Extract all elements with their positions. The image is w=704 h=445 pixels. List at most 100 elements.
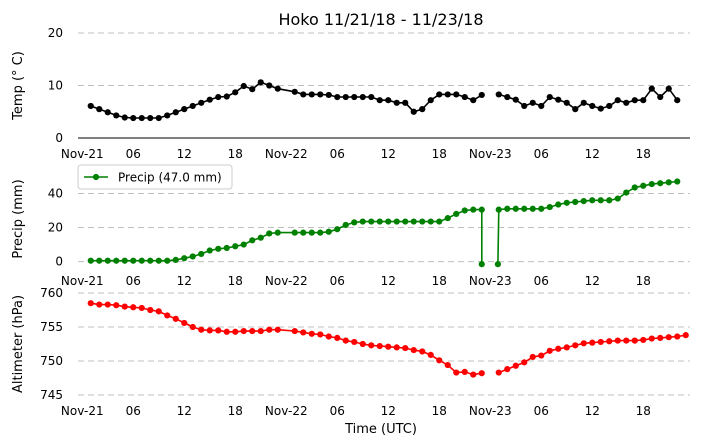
temperature-data-point <box>478 91 485 99</box>
precipitation-x-tick-label: 12 <box>177 274 192 288</box>
temperature-data-point <box>580 99 587 106</box>
precipitation-data-point <box>410 218 417 225</box>
precipitation-data-point <box>623 189 630 196</box>
altimeter-data-point <box>266 326 273 333</box>
temperature-data-point <box>623 99 630 106</box>
altimeter-data-point <box>410 347 417 354</box>
precipitation-data-point <box>155 257 162 264</box>
temperature-data-point <box>470 97 477 104</box>
temperature-data-point <box>147 114 154 122</box>
precipitation-data-point <box>104 257 111 264</box>
precipitation-data-point <box>198 250 205 258</box>
altimeter-data-point <box>521 359 528 366</box>
temperature-y-tick-label: 20 <box>48 26 63 40</box>
precipitation-data-point <box>640 182 647 189</box>
temperature-data-point <box>436 91 443 98</box>
temperature-data-point <box>257 79 264 86</box>
temperature-data-point <box>189 102 196 110</box>
altimeter-data-point <box>385 343 392 350</box>
temperature-data-point <box>495 91 502 98</box>
altimeter-data-point <box>580 340 587 347</box>
precipitation-data-point <box>494 261 501 268</box>
temperature-data-point <box>342 93 349 101</box>
temperature-data-point <box>130 114 137 122</box>
temperature-data-point <box>334 93 341 101</box>
temperature-data-point <box>572 106 579 113</box>
precipitation-data-point <box>436 218 443 225</box>
temperature-x-tick-label: 06 <box>126 147 141 161</box>
temperature-data-point <box>419 106 426 113</box>
altimeter-data-point <box>334 334 341 341</box>
temperature-data-point <box>597 105 604 112</box>
altimeter-data-point <box>555 345 562 352</box>
chart-title: Hoko 11/21/18 - 11/23/18 <box>278 10 483 29</box>
temperature-data-point <box>317 91 324 98</box>
altimeter-x-tick-label: Nov-23 <box>469 404 512 418</box>
temperature-data-point <box>300 91 307 98</box>
altimeter-data-point <box>436 357 443 364</box>
altimeter-data-point <box>181 319 188 327</box>
temperature-data-point <box>614 97 621 104</box>
altimeter-data-point <box>402 344 409 352</box>
precipitation-data-point <box>521 205 528 212</box>
precipitation-data-point <box>402 218 409 225</box>
altimeter-data-point <box>657 334 664 341</box>
precipitation-data-point <box>546 203 553 211</box>
precipitation-data-point <box>529 205 536 212</box>
temperature-data-point <box>504 93 511 101</box>
temperature-data-point <box>172 109 179 116</box>
precipitation-data-point <box>674 178 681 185</box>
altimeter-y-tick-label: 750 <box>40 354 63 368</box>
altimeter-data-point <box>240 327 247 335</box>
altimeter-data-point <box>189 323 196 331</box>
temperature-series-line <box>498 87 678 111</box>
altimeter-data-point <box>606 338 613 345</box>
temperature-data-point <box>631 97 638 104</box>
temperature-data-point <box>215 93 222 101</box>
temperature-x-tick-label: 12 <box>381 147 396 161</box>
precipitation-data-point <box>453 210 460 217</box>
altimeter-data-point <box>393 344 400 351</box>
precipitation-data-point <box>249 237 256 244</box>
precipitation-x-tick-label: 06 <box>126 274 141 288</box>
altimeter-data-point <box>223 328 230 335</box>
altimeter-data-point <box>682 332 689 339</box>
precipitation-data-point <box>444 215 451 222</box>
altimeter-x-tick-label: 18 <box>432 404 447 418</box>
altimeter-x-tick-label: 06 <box>126 404 141 418</box>
precipitation-data-point <box>257 234 264 241</box>
altimeter-data-point <box>589 339 596 346</box>
altimeter-data-point <box>461 368 468 375</box>
precipitation-data-point <box>138 257 145 264</box>
temperature-data-point <box>351 93 358 101</box>
precipitation-data-point <box>181 255 188 262</box>
precipitation-data-point <box>300 229 307 236</box>
precipitation-data-point <box>359 218 366 225</box>
precipitation-data-point <box>470 206 477 213</box>
altimeter-y-axis-label: Altimeter (hPa) <box>11 295 26 393</box>
precipitation-data-point <box>342 221 349 229</box>
altimeter-data-point <box>597 338 604 346</box>
precipitation-series-line <box>90 208 483 265</box>
altimeter-y-tick-label: 755 <box>40 320 63 334</box>
temperature-data-point <box>606 102 613 110</box>
precipitation-data-point <box>572 198 579 206</box>
precipitation-data-point <box>172 256 179 263</box>
altimeter-x-tick-label: Nov-21 <box>61 404 104 418</box>
temperature-y-tick-label: 0 <box>55 131 63 145</box>
precipitation-data-point <box>631 184 638 191</box>
altimeter-series-line <box>90 302 482 376</box>
altimeter-data-point <box>453 369 460 376</box>
altimeter-data-point <box>198 326 205 333</box>
temperature-data-point <box>674 97 681 104</box>
precipitation-data-point <box>266 230 273 237</box>
precipitation-panel: 0 20 40 Nov-21 06 12 18 Nov-22 06 12 18 Nov-23 06 12 1… <box>11 164 690 288</box>
altimeter-x-tick-label: 18 <box>636 404 651 418</box>
altimeter-data-point <box>164 312 171 319</box>
temperature-data-point <box>164 112 171 119</box>
altimeter-data-point <box>155 308 162 315</box>
legend-label: Precip (47.0 mm) <box>118 171 222 185</box>
temperature-x-tick-label: 06 <box>330 147 345 161</box>
precipitation-data-point <box>334 226 341 233</box>
altimeter-data-point <box>249 327 256 335</box>
